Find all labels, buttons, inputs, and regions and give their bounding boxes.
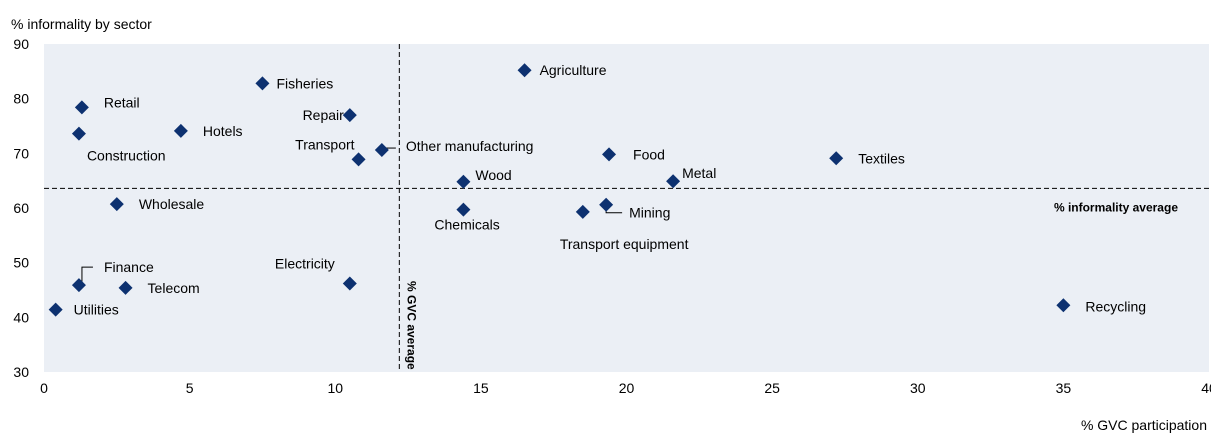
data-label: Metal (682, 165, 716, 181)
y-tick-label: 80 (13, 91, 29, 107)
plot-area (44, 44, 1209, 372)
data-label: Transport (295, 136, 355, 152)
data-label: Other manufacturing (406, 138, 534, 154)
x-tick-label: 30 (910, 380, 926, 396)
data-label: Recycling (1085, 298, 1146, 314)
data-point (71, 126, 86, 141)
data-label: Electricity (275, 255, 335, 271)
data-point (74, 100, 89, 115)
data-point (456, 202, 471, 217)
data-point (342, 108, 357, 123)
data-label: Fisheries (276, 75, 333, 91)
data-point (342, 276, 357, 291)
informality-average-label: % informality average (1054, 200, 1178, 214)
y-axis-ticks: 30 40 50 60 70 80 90 (13, 36, 29, 380)
data-point (173, 123, 188, 138)
data-point (71, 278, 86, 293)
x-tick-label: 15 (473, 380, 489, 396)
data-label: Wood (475, 167, 511, 183)
data-point (351, 152, 366, 167)
x-axis-ticks: 0 5 10 15 20 25 30 35 40 (40, 380, 1211, 396)
data-point (255, 76, 270, 91)
data-label: Repair (303, 107, 345, 123)
data-label: Transport equipment (560, 236, 689, 252)
data-point (374, 143, 389, 158)
data-point (829, 151, 844, 166)
data-label: Chemicals (434, 217, 499, 233)
data-point (666, 174, 681, 189)
data-label: Finance (104, 259, 154, 275)
point-labels: Agriculture Fisheries Retail Repair Hotels Co… (74, 62, 1146, 317)
data-label: Wholesale (139, 196, 205, 212)
y-tick-label: 60 (13, 200, 29, 216)
gvc-average-label: % GVC average (404, 281, 418, 370)
data-label: Food (633, 146, 665, 162)
data-label: Construction (87, 148, 166, 164)
data-points (48, 63, 1071, 317)
y-axis-title: % informality by sector (11, 16, 152, 32)
reference-lines: % GVC average % informality average (44, 44, 1209, 372)
data-point (118, 280, 133, 295)
data-point (456, 174, 471, 189)
x-tick-label: 25 (764, 380, 780, 396)
x-tick-label: 10 (327, 380, 343, 396)
data-label: Agriculture (540, 62, 607, 78)
data-label: Mining (629, 205, 670, 221)
x-tick-label: 35 (1056, 380, 1072, 396)
data-label: Telecom (148, 280, 200, 296)
data-label: Retail (104, 94, 140, 110)
data-label: Hotels (203, 123, 243, 139)
y-tick-label: 40 (13, 309, 29, 325)
data-point (48, 302, 63, 317)
y-tick-label: 30 (13, 364, 29, 380)
y-tick-label: 50 (13, 255, 29, 271)
data-label: Utilities (74, 302, 119, 318)
data-label: Textiles (858, 150, 905, 166)
data-point (602, 147, 617, 162)
x-tick-label: 0 (40, 380, 48, 396)
x-axis-title: % GVC participation (1081, 417, 1207, 433)
x-tick-label: 5 (186, 380, 194, 396)
x-tick-label: 20 (619, 380, 635, 396)
y-tick-label: 70 (13, 145, 29, 161)
data-point (109, 197, 124, 212)
data-point (575, 204, 590, 219)
data-point (517, 63, 532, 78)
data-point (599, 197, 614, 212)
x-tick-label: 40 (1201, 380, 1211, 396)
y-tick-label: 90 (13, 36, 29, 52)
data-point (1056, 298, 1071, 313)
